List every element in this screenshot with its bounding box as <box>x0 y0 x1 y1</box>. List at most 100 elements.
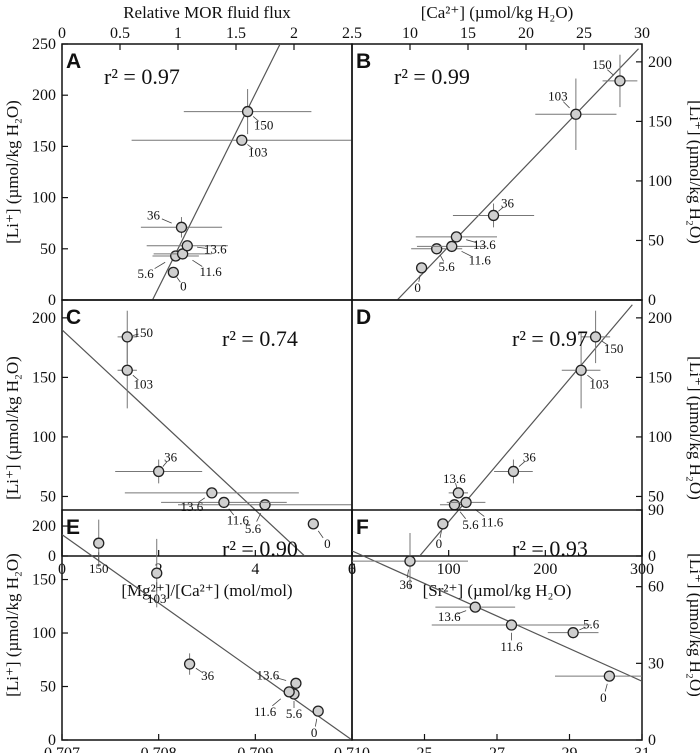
x-tick-label: 4 <box>251 561 259 578</box>
point-label: 36 <box>400 577 414 592</box>
y-tick-label: 150 <box>32 138 56 155</box>
y-tick-label: 50 <box>648 232 664 249</box>
x-tick-label: 10 <box>402 25 418 42</box>
panel-letter: A <box>66 50 81 73</box>
point-label: 36 <box>201 668 215 683</box>
label-leader <box>195 667 203 673</box>
label-leader <box>601 340 609 346</box>
data-point <box>603 670 616 682</box>
label-leader <box>518 461 525 467</box>
point-label: 13.6 <box>180 499 203 514</box>
label-leader <box>192 259 203 267</box>
data-point <box>183 658 196 670</box>
point-label: 5.6 <box>245 521 262 536</box>
point-label: 150 <box>89 561 109 576</box>
point-label: 36 <box>523 449 537 464</box>
label-leader <box>562 101 570 109</box>
y-tick-label: 100 <box>648 429 672 446</box>
y-tick-label: 100 <box>32 625 56 642</box>
x-axis-label: [Sr²⁺] (µmol/kg H₂O) <box>423 581 572 600</box>
point-label: 150 <box>604 341 624 356</box>
y-tick-label: 50 <box>40 488 56 505</box>
data-point <box>93 537 105 549</box>
data-point <box>570 108 582 120</box>
data-point <box>307 518 319 530</box>
data-point <box>505 619 518 631</box>
data-point <box>437 518 449 530</box>
data-point <box>614 75 626 87</box>
x-tick-label: 0.707 <box>44 745 80 753</box>
label-leader <box>247 144 254 149</box>
y-tick-label: 100 <box>648 173 672 190</box>
label-leader <box>604 683 608 692</box>
y-tick-label: 60 <box>648 579 664 596</box>
label-leader <box>162 461 168 467</box>
y-tick-label: 250 <box>32 36 56 53</box>
data-point <box>181 240 193 252</box>
x-tick-label: 0.710 <box>334 745 370 753</box>
data-point <box>167 266 180 279</box>
point-label: 103 <box>589 376 609 391</box>
point-label: 5.6 <box>286 706 303 721</box>
label-leader <box>579 626 586 631</box>
data-point <box>283 686 295 698</box>
point-label: 36 <box>164 449 178 464</box>
y-tick-label: 50 <box>648 488 664 505</box>
fit-line <box>419 304 633 556</box>
y-axis-label: [Li⁺] (µmol/kg H₂O) <box>686 553 700 697</box>
point-label: 5.6 <box>439 259 456 274</box>
panel-b: 10 15 20 25 30 0 50 100 150 200 [Ca²⁺] (µmol/kg H₂… <box>351 3 700 309</box>
data-point <box>448 499 461 511</box>
point-label: 11.6 <box>254 704 277 719</box>
r-squared-label: r² = 0.97 <box>104 64 180 89</box>
x-tick-label: 2 <box>290 25 298 42</box>
point-label: 13.6 <box>473 237 496 252</box>
data-point <box>415 262 428 274</box>
point-label: 150 <box>592 57 612 72</box>
point-label: 0 <box>324 536 331 551</box>
label-leader <box>154 261 166 269</box>
point-label: 11.6 <box>199 264 222 279</box>
label-leader <box>276 677 287 681</box>
panel-c: 0246050100150200[Mg²⁺]/[Ca²⁺] (mol/mol)[… <box>3 299 356 600</box>
point-label: 5.6 <box>583 617 600 632</box>
y-tick-label: 100 <box>32 429 56 446</box>
y-tick-label: 90 <box>648 502 664 519</box>
data-point <box>431 243 443 255</box>
x-tick-label: 20 <box>518 25 534 42</box>
label-leader <box>197 246 207 249</box>
label-leader <box>161 218 172 224</box>
label-leader <box>607 69 614 76</box>
y-tick-label: 150 <box>32 572 56 589</box>
x-tick-label: 30 <box>634 25 650 42</box>
label-leader <box>132 333 139 336</box>
y-tick-label: 200 <box>648 310 672 327</box>
panel-letter: C <box>66 306 81 329</box>
x-tick-label: 1 <box>174 25 182 42</box>
data-point <box>259 499 271 511</box>
label-leader <box>132 374 139 381</box>
label-leader <box>459 511 466 520</box>
data-point <box>175 221 188 233</box>
data-point <box>312 705 324 717</box>
x-tick-label: 31 <box>634 745 650 753</box>
y-tick-label: 50 <box>40 241 56 258</box>
y-tick-label: 0 <box>648 292 656 309</box>
y-tick-label: 150 <box>648 369 672 386</box>
plot-frame <box>61 299 353 557</box>
y-tick-label: 200 <box>32 310 56 327</box>
point-label: 103 <box>134 376 154 391</box>
point-label: 5.6 <box>462 517 479 532</box>
y-tick-label: 0 <box>648 732 656 749</box>
label-leader <box>272 698 282 707</box>
point-label: 13.6 <box>204 242 227 257</box>
point-label: 103 <box>147 591 167 606</box>
fit-line <box>62 534 352 740</box>
point-label: 36 <box>147 207 161 222</box>
data-point <box>469 601 481 613</box>
